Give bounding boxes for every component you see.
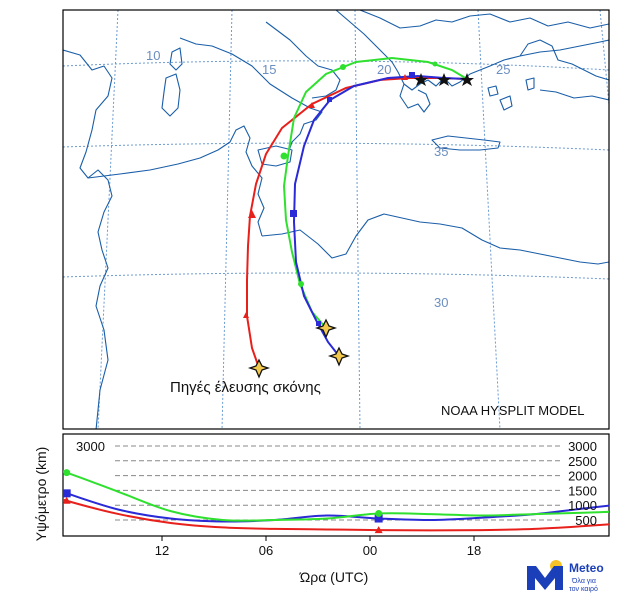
green-marker-3 [298,281,304,287]
series-line-2 [63,470,609,522]
y-tick-label-1500: 1500 [568,483,597,498]
map-graticule-labels: 10 15 20 25 35 30 [146,48,510,310]
x-axis-title: Ώρα (UTC) [299,569,369,585]
blue-marker-3 [409,72,415,78]
map-frame [62,9,610,430]
series-2-point-14 [375,509,383,517]
brand-name: Meteo [569,561,604,575]
map-panel: 10 15 20 25 35 30 [62,9,610,430]
meteo-m-icon [527,566,563,590]
brand-tagline-2: τον καιρό [569,585,598,593]
y-tick-label-2000: 2000 [568,469,597,484]
blue-marker-2 [327,97,332,102]
meteo-logo: Meteo Όλα για τον καιρό [527,560,604,593]
trajectory-green-path [282,56,468,329]
map-markers [243,61,438,326]
source-star-1-icon [247,358,271,379]
brand-tagline-1: Όλα για [571,578,596,585]
lon-label-15: 15 [262,62,276,77]
green-marker-1 [280,152,288,160]
y-tick-label-left: 3000 [76,439,105,454]
chart-frame [62,433,610,537]
red-marker-4 [402,74,408,80]
dust-source-label: Πηγές έλευσης σκόνης [170,379,321,396]
series-1-point-8 [63,489,71,498]
series-1-point-14 [374,514,383,523]
x-tick-label-00: 00 [363,543,377,558]
y-tick-label-3000: 3000 [568,439,597,454]
green-marker-2 [340,64,346,70]
red-marker-1 [248,210,256,218]
lat-label-30: 30 [434,295,448,310]
start-star-2-icon [437,73,451,86]
x-tick-label-06: 06 [259,543,273,558]
blue-marker-1 [290,210,297,217]
green-marker-4 [432,61,438,67]
lon-label-25: 25 [496,62,510,77]
lat-label-35: 35 [434,144,448,159]
y-tick-label-2500: 2500 [568,454,597,469]
series-0-point-14 [374,526,383,534]
series-0-point-8 [63,496,71,504]
y-axis-title: Υψόμετρο (km) [33,447,49,542]
map-coastlines [63,10,609,429]
chart-series [63,469,609,534]
series-line-1 [63,491,609,523]
blue-marker-4 [316,321,321,326]
start-star-3-icon [460,73,474,86]
map-graticule [63,10,609,429]
x-tick-label-12: 12 [155,543,169,558]
lon-label-10: 10 [146,48,160,63]
start-star-1-icon [414,73,428,86]
chart-gridlines [115,445,560,521]
chart-ticks: 12 06 00 18 [155,536,481,558]
model-label: NOAA HYSPLIT MODEL [441,403,585,418]
y-tick-label-500: 500 [575,513,597,528]
y-tick-label-1000: 1000 [568,498,597,513]
map-trajectories [246,56,468,369]
source-star-3-icon [327,346,351,367]
series-2-point-8 [63,469,71,477]
source-star-2-icon [314,318,338,339]
dust-sources [247,318,351,379]
series-line-0 [63,498,609,532]
red-marker-3 [309,102,315,108]
red-marker-2 [243,312,249,318]
lon-label-20: 20 [377,62,391,77]
start-points [414,73,474,86]
x-tick-label-18: 18 [467,543,481,558]
trajectory-red-path [246,77,468,369]
trajectory-blue-path [292,74,468,357]
